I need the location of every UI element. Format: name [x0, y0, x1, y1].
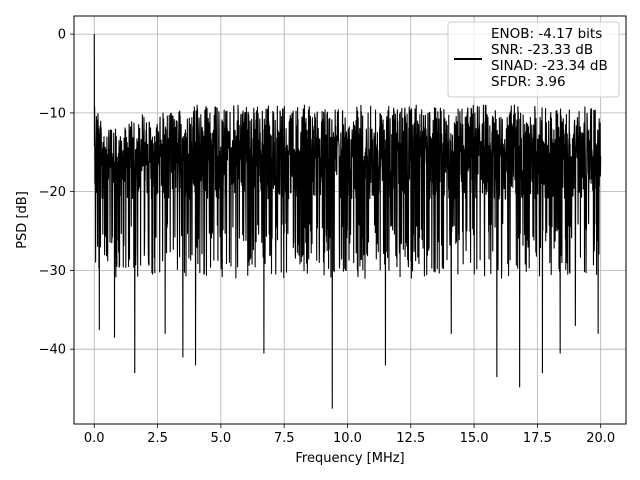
- y-axis-label: PSD [dB]: [15, 191, 30, 249]
- x-tick-label: 5.0: [211, 431, 232, 446]
- y-tick-label: −20: [39, 185, 66, 200]
- x-axis-ticks: 0.0 2.5 5.0 7.5 10.0 12.5 15.0 17.5 20.0: [84, 424, 615, 446]
- psd-series-line: [93, 34, 602, 409]
- x-tick-label: 0.0: [84, 431, 105, 446]
- x-tick-label: 15.0: [460, 431, 489, 446]
- legend-entry-enob: ENOB: -4.17 bits: [491, 26, 602, 42]
- y-axis-ticks: 0 −10 −20 −30 −40: [39, 28, 74, 358]
- x-tick-label: 17.5: [523, 431, 552, 446]
- y-tick-label: −30: [39, 264, 66, 279]
- legend: ENOB: -4.17 bits SNR: -23.33 dB SINAD: -…: [447, 21, 620, 98]
- plot-frame: [73, 15, 627, 425]
- legend-entry-sfdr: SFDR: 3.96: [491, 74, 566, 90]
- x-tick-label: 10.0: [333, 431, 362, 446]
- y-tick-label: 0: [58, 28, 66, 43]
- legend-entry-snr: SNR: -23.33 dB: [491, 42, 593, 58]
- legend-entry-sinad: SINAD: -23.34 dB: [491, 58, 608, 74]
- x-tick-label: 7.5: [274, 431, 295, 446]
- series-group: [93, 34, 602, 409]
- y-tick-label: −40: [39, 343, 66, 358]
- legend-box: [447, 21, 620, 98]
- x-tick-label: 2.5: [147, 431, 168, 446]
- y-tick-label: −10: [39, 106, 66, 121]
- x-axis-label: Frequency [MHz]: [295, 451, 404, 466]
- x-tick-label: 20.0: [586, 431, 615, 446]
- x-tick-label: 12.5: [396, 431, 425, 446]
